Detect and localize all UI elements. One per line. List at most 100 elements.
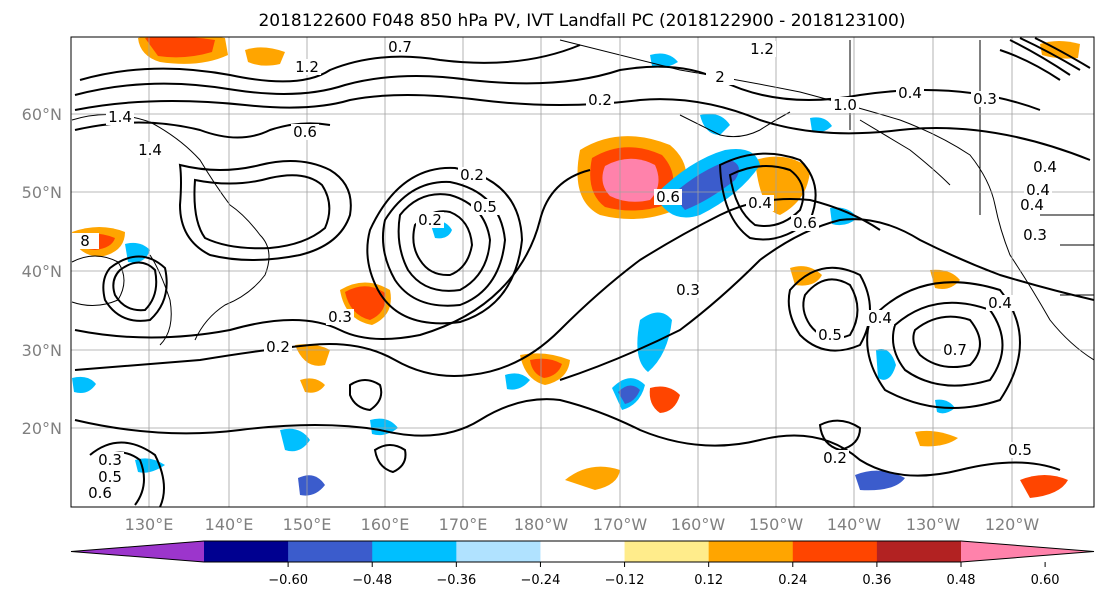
contour-label: 0.4 bbox=[748, 194, 772, 212]
longitude-label: 180°W bbox=[514, 515, 569, 534]
contour-labels: 0.7 1.21.21.41.40.60.20.20.50.30.20.30.60… bbox=[71, 38, 1059, 502]
contour-label: 1.2 bbox=[750, 40, 774, 58]
contour-label-bg bbox=[896, 85, 924, 101]
longitude-label: 130°W bbox=[906, 515, 961, 534]
latitude-label: 40°N bbox=[22, 262, 62, 281]
colorbar-swatch bbox=[540, 541, 626, 562]
colorbar-extend-high bbox=[961, 541, 1094, 562]
contour-label: 0.5 bbox=[1008, 441, 1032, 459]
colorbar-extend-low bbox=[71, 541, 204, 562]
longitude-label: 140°E bbox=[205, 515, 254, 534]
contour-label: 8 bbox=[80, 232, 90, 250]
colorbar-swatch bbox=[624, 541, 710, 562]
contour-label: 0.4 bbox=[1020, 196, 1044, 214]
longitude-label: 160°E bbox=[361, 515, 410, 534]
contour-label: 2 bbox=[715, 68, 725, 86]
map-frame bbox=[70, 36, 1095, 508]
latitude-label: 20°N bbox=[22, 419, 62, 438]
longitude-label: 140°W bbox=[827, 515, 882, 534]
contour-label: 0.3 bbox=[676, 281, 700, 299]
longitude-label: 150°W bbox=[749, 515, 804, 534]
longitude-label: 130°E bbox=[125, 515, 174, 534]
colorbar-swatch bbox=[708, 541, 794, 562]
colorbar-tick-label: 0.48 bbox=[947, 573, 976, 588]
contour-label-bg bbox=[96, 452, 124, 468]
contour-label-bg bbox=[748, 41, 776, 57]
contour-label: 0.3 bbox=[1023, 226, 1047, 244]
contour-label: 0.6 bbox=[88, 484, 112, 502]
figure-title: 2018122600 F048 850 hPa PV, IVT Landfall… bbox=[258, 11, 905, 31]
contour-label-bg bbox=[821, 450, 849, 466]
contour-label-bg bbox=[971, 91, 999, 107]
contour-label-bg bbox=[416, 212, 444, 228]
colorbar-tick-label: −0.12 bbox=[605, 573, 645, 588]
contour-label: 0.4 bbox=[1033, 158, 1057, 176]
contour-label: 0.2 bbox=[266, 338, 290, 356]
contour-label: 0.4 bbox=[1026, 181, 1050, 199]
latitude-label: 30°N bbox=[22, 341, 62, 360]
contour-label: 0.6 bbox=[656, 188, 680, 206]
contour-label-bg bbox=[816, 327, 844, 343]
contour-label-bg bbox=[746, 195, 774, 211]
contour-label: 0.4 bbox=[988, 294, 1012, 312]
colorbar-tick-label: −0.60 bbox=[268, 573, 308, 588]
contour-label-bg bbox=[386, 39, 414, 55]
contour-label-bg bbox=[941, 342, 969, 358]
contour-label: 0.3 bbox=[98, 451, 122, 469]
contour-label-bg bbox=[471, 199, 499, 215]
contour-label-bg bbox=[106, 109, 134, 125]
contour-label: 0.2 bbox=[460, 166, 484, 184]
colorbar-swatch bbox=[288, 541, 373, 562]
colorbar-tick-label: 0.36 bbox=[862, 573, 891, 588]
contour-label-bg bbox=[866, 310, 894, 326]
colorbar-swatch bbox=[792, 541, 878, 562]
contour-label: 0.3 bbox=[973, 90, 997, 108]
contour-label-bg bbox=[96, 469, 124, 485]
contour-label-bg bbox=[264, 339, 292, 355]
colorbar-tick-label: −0.48 bbox=[352, 573, 392, 588]
colorbar-swatch bbox=[372, 541, 457, 562]
contour-label: 0.6 bbox=[793, 214, 817, 232]
longitude-label: 120°W bbox=[985, 515, 1040, 534]
contour-label-bg bbox=[458, 167, 486, 183]
contour-label: 1.4 bbox=[138, 141, 162, 159]
latitude-tick-labels: 60°N 50°N 40°N 30°N 20°N bbox=[22, 105, 62, 438]
contour-label-bg bbox=[791, 215, 819, 231]
latitude-label: 60°N bbox=[22, 105, 62, 124]
contour-label-bg bbox=[654, 189, 682, 205]
contour-label: 0.7 bbox=[943, 341, 967, 359]
contour-label-bg bbox=[1006, 442, 1034, 458]
contour-label: 0.2 bbox=[588, 91, 612, 109]
map-panel: 0.7 1.21.21.41.40.60.20.20.50.30.20.30.60… bbox=[70, 36, 1095, 508]
longitude-label: 170°E bbox=[439, 515, 488, 534]
contour-label-bg bbox=[1031, 159, 1059, 175]
contour-label-bg bbox=[831, 97, 859, 113]
colorbar-swatch bbox=[456, 541, 541, 562]
colorbar-tick-label: −0.36 bbox=[436, 573, 476, 588]
colorbar-swatch bbox=[876, 541, 962, 562]
contour-label-bg bbox=[136, 142, 164, 158]
contour-label: 0.7 bbox=[388, 38, 412, 56]
map-gridlines bbox=[71, 37, 1094, 507]
contour-label: 0.4 bbox=[898, 84, 922, 102]
colorbar: −0.60 −0.48 −0.36 −0.24 −0.12 0.12 0.24 0.36 0.4… bbox=[70, 540, 1095, 588]
contour-label-bg bbox=[291, 124, 319, 140]
contour-label: 0.4 bbox=[868, 309, 892, 327]
contour-label: 0.2 bbox=[823, 449, 847, 467]
contour-label-bg bbox=[674, 282, 702, 298]
colorbar-swatch bbox=[204, 541, 289, 562]
contour-label-bg bbox=[986, 295, 1014, 311]
colorbar-tick-label: 0.12 bbox=[694, 573, 723, 588]
contour-label-bg bbox=[326, 309, 354, 325]
contour-label-bg bbox=[1018, 197, 1046, 213]
colorbar-tick-label: 0.60 bbox=[1031, 573, 1060, 588]
longitude-label: 150°E bbox=[283, 515, 332, 534]
contour-label: 0.5 bbox=[818, 326, 842, 344]
map-background bbox=[71, 37, 1094, 507]
contour-label: 1.4 bbox=[108, 108, 132, 126]
colorbar-outline bbox=[70, 540, 1095, 563]
contour-label: 0.6 bbox=[293, 123, 317, 141]
latitude-label: 50°N bbox=[22, 183, 62, 202]
ivt-contours bbox=[74, 37, 1094, 507]
